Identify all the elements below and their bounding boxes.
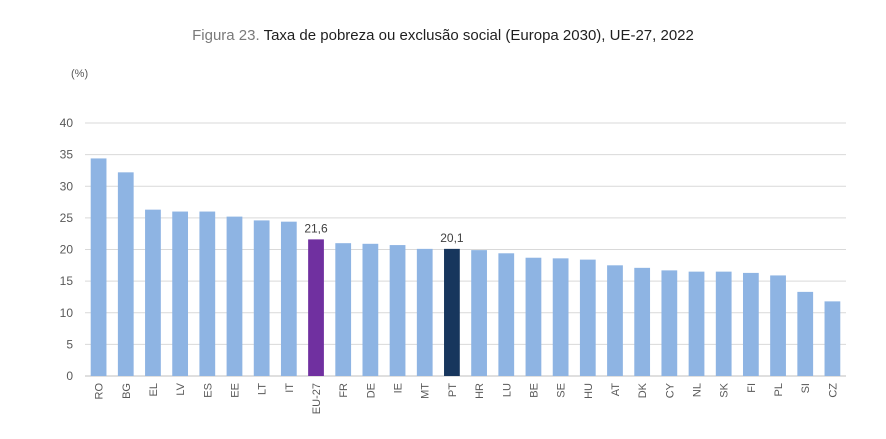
bar-it <box>280 221 297 376</box>
x-tick-label: SE <box>556 383 568 398</box>
gridlines <box>85 122 846 377</box>
x-tick-label: EU-27 <box>311 383 323 414</box>
bar-dk <box>634 267 651 376</box>
bar-ee <box>226 216 243 376</box>
chart-title-prefix: Figura 23. <box>192 27 260 44</box>
y-axis-ticks: 0 5 10 15 20 25 30 35 40 <box>60 116 74 383</box>
bar-cy <box>661 270 678 376</box>
bar-at <box>607 265 623 376</box>
y-tick-label: 15 <box>60 274 74 288</box>
x-tick-label: PL <box>773 383 785 396</box>
x-tick-label: FR <box>338 383 350 398</box>
bar-sk <box>715 271 732 376</box>
y-axis-unit-label: (%) <box>71 68 89 80</box>
x-tick-label: CZ <box>827 383 839 398</box>
bar-lu <box>498 253 515 376</box>
chart-title-text: Taxa de pobreza ou exclusão social (Euro… <box>263 27 694 44</box>
bar-hr <box>471 250 487 376</box>
bar-lv <box>172 211 189 376</box>
y-tick-label: 5 <box>66 337 73 351</box>
x-tick-label: CY <box>664 382 676 398</box>
data-labels: 21,6 20,1 <box>304 221 464 244</box>
y-tick-label: 0 <box>66 369 73 383</box>
x-tick-label: DE <box>365 383 377 398</box>
bar-bg <box>117 172 134 376</box>
bar-es <box>199 211 216 376</box>
bars <box>90 158 841 376</box>
data-label-pt: 20,1 <box>440 231 464 245</box>
bar-ie <box>389 245 406 376</box>
x-tick-label: HU <box>583 383 595 399</box>
x-tick-label: BE <box>528 383 540 398</box>
y-tick-label: 40 <box>60 116 74 130</box>
chart-title: Figura 23. Taxa de pobreza ou exclusão s… <box>0 27 886 44</box>
x-tick-label: BG <box>121 383 133 399</box>
x-tick-label: IE <box>393 383 405 393</box>
bar-pl <box>770 275 786 376</box>
y-tick-label: 20 <box>60 243 74 257</box>
x-tick-label: SK <box>719 382 731 397</box>
x-tick-label: LU <box>501 383 513 397</box>
x-tick-label: RO <box>94 383 106 400</box>
bar-lt <box>253 220 270 376</box>
data-label-eu-27: 21,6 <box>304 221 328 235</box>
x-tick-label: DK <box>637 382 649 398</box>
bar-hu <box>579 259 596 376</box>
bar-fi <box>742 272 759 376</box>
x-tick-label: AT <box>610 383 622 397</box>
x-tick-label: EL <box>148 383 160 396</box>
bar-be <box>525 257 542 376</box>
x-tick-label: LV <box>175 382 187 395</box>
x-tick-label: MT <box>420 383 432 399</box>
x-tick-label: ES <box>202 383 214 398</box>
y-tick-label: 35 <box>60 148 74 162</box>
y-tick-label: 30 <box>60 179 74 193</box>
x-tick-label: PT <box>447 383 459 397</box>
x-tick-label: EE <box>229 383 241 398</box>
x-axis-ticks: RO BG EL LV ES EE LT IT EU-27 FR DE IE MT PT HR LU BE SE H… <box>94 382 840 414</box>
y-tick-label: 10 <box>60 306 74 320</box>
bar-fr <box>335 243 352 376</box>
x-tick-label: HR <box>474 383 486 399</box>
y-tick-label: 25 <box>60 211 74 225</box>
bar-si <box>797 291 814 376</box>
bar-cz <box>824 301 841 376</box>
bar-se <box>552 258 569 376</box>
bar-el <box>145 209 161 376</box>
bar-pt <box>444 248 460 376</box>
bar-de <box>362 243 379 376</box>
bar-eu-27 <box>308 239 324 376</box>
bar-ro <box>90 158 107 376</box>
x-tick-label: IT <box>284 383 296 393</box>
x-tick-label: SI <box>800 383 812 393</box>
bar-nl <box>688 271 705 376</box>
bar-mt <box>416 248 433 376</box>
x-tick-label: FI <box>746 383 758 393</box>
x-tick-label: NL <box>692 383 704 397</box>
x-tick-label: LT <box>257 383 269 395</box>
